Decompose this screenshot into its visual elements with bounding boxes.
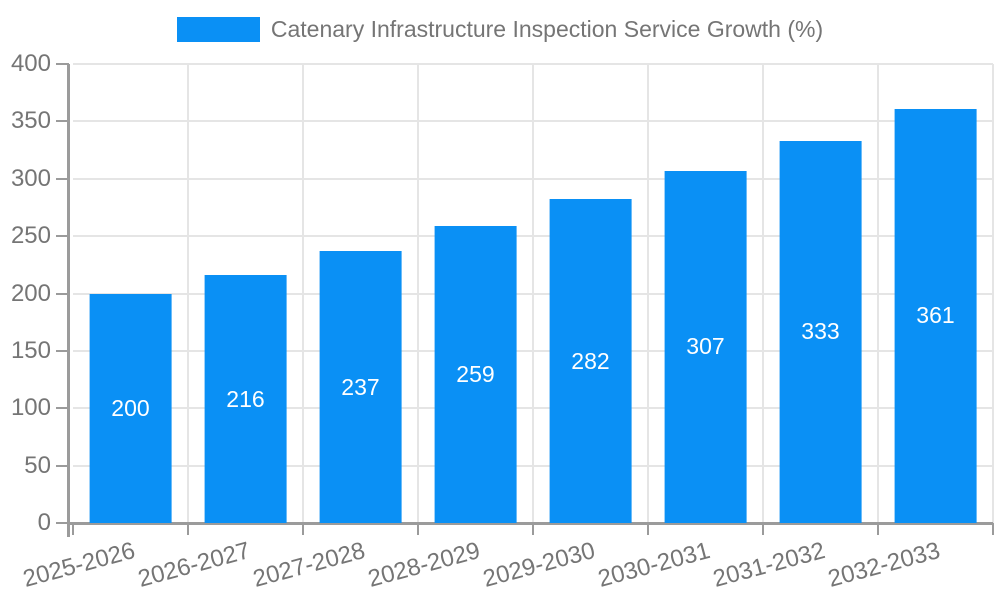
y-tick-label: 200 <box>10 279 51 307</box>
y-tick-label: 50 <box>24 451 51 479</box>
bar[interactable]: 259 <box>434 225 517 523</box>
y-tick-label: 300 <box>10 164 51 192</box>
bar[interactable]: 216 <box>204 275 287 523</box>
x-tick-label: 2027-2028 <box>249 537 368 593</box>
y-tick-label: 150 <box>10 336 51 364</box>
bar[interactable]: 282 <box>549 199 632 523</box>
x-axis-tick <box>72 523 74 535</box>
gridline-vertical <box>532 64 534 523</box>
x-axis-tick <box>647 523 649 535</box>
gridline-vertical <box>302 64 304 523</box>
gridline-vertical <box>417 64 419 523</box>
bar-value-label: 237 <box>341 373 380 400</box>
y-axis-tick <box>56 63 69 65</box>
x-axis-tick <box>417 523 419 535</box>
x-tick-label: 2030-2031 <box>594 537 713 593</box>
bar[interactable]: 307 <box>664 170 747 523</box>
y-axis-tick <box>56 120 69 123</box>
y-tick-label: 400 <box>10 50 51 77</box>
x-axis-tick <box>877 523 879 535</box>
bar-value-label: 216 <box>226 385 265 412</box>
bar-value-label: 333 <box>801 318 840 345</box>
y-tick-label: 0 <box>37 509 51 536</box>
legend-label: Catenary Infrastructure Inspection Servi… <box>270 16 824 42</box>
y-axis-tick <box>56 349 69 352</box>
legend-item[interactable]: Catenary Infrastructure Inspection Servi… <box>0 16 1000 43</box>
bar[interactable]: 361 <box>894 108 977 523</box>
bar[interactable]: 200 <box>89 293 172 523</box>
x-axis-tick <box>532 523 534 535</box>
gridline-vertical <box>877 64 879 523</box>
bar-value-label: 259 <box>456 360 495 387</box>
bar-value-label: 200 <box>111 394 150 421</box>
y-axis-tick <box>56 177 69 180</box>
y-axis-tick <box>56 464 69 467</box>
gridline-vertical <box>762 64 764 523</box>
y-axis-tick <box>56 235 69 238</box>
legend-swatch-icon <box>176 17 260 42</box>
x-tick-label: 2029-2030 <box>479 537 598 593</box>
bar-value-label: 282 <box>571 347 610 374</box>
bar-value-label: 307 <box>686 333 725 360</box>
y-axis-tick <box>56 292 69 295</box>
y-axis-tick <box>56 522 69 524</box>
x-tick-label: 2031-2032 <box>709 537 828 593</box>
bar-value-label: 361 <box>916 302 955 329</box>
x-axis-tick <box>992 523 994 535</box>
gridline-vertical <box>992 64 994 523</box>
x-axis-line <box>67 522 993 525</box>
y-axis-line <box>67 64 70 537</box>
x-tick-label: 2025-2026 <box>19 537 138 593</box>
x-axis-tick <box>762 523 764 535</box>
x-axis-tick <box>302 523 304 535</box>
plot-area: 0 50 100 150 200 250 300 350 400 200 2025-2026 216 2… <box>11 50 994 593</box>
bar[interactable]: 333 <box>779 140 862 523</box>
y-tick-label: 350 <box>10 107 51 135</box>
x-axis-tick <box>187 523 189 535</box>
gridline-vertical <box>187 64 189 523</box>
y-tick-label: 100 <box>10 394 51 422</box>
bar[interactable]: 237 <box>319 251 402 523</box>
y-tick-label: 250 <box>10 222 51 250</box>
x-tick-label: 2032-2033 <box>824 537 943 593</box>
gridline-vertical <box>647 64 649 523</box>
y-axis-tick <box>56 407 69 410</box>
x-tick-label: 2026-2027 <box>134 537 253 593</box>
x-tick-label: 2028-2029 <box>364 537 483 593</box>
